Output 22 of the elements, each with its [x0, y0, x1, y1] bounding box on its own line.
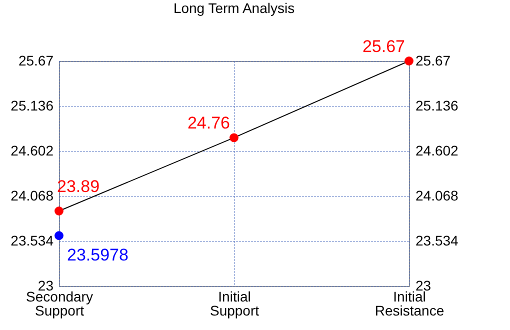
data-label: 23.89: [57, 177, 100, 196]
y2-tick-label: 23.534: [416, 232, 459, 248]
chart-title: Long Term Analysis: [173, 0, 295, 16]
point: [54, 206, 64, 216]
y2-tick-label: 23: [416, 278, 432, 294]
data-label: 25.67: [362, 37, 405, 56]
point: [230, 133, 238, 142]
y2-tick-label: 25.136: [416, 98, 459, 114]
point: [404, 56, 414, 66]
y-tick-label: 24.068: [10, 188, 54, 204]
y2-tick-label: 24.602: [416, 142, 459, 158]
data-label: 24.76: [187, 114, 230, 133]
data-label: 23.5978: [67, 246, 128, 265]
point: [54, 231, 64, 240]
y-tick-label: 23: [38, 278, 54, 294]
y-tick-label: 25.67: [18, 52, 54, 68]
y-tick-label: 24.602: [10, 142, 54, 158]
y2-tick-label: 25.67: [416, 52, 451, 68]
y2-tick-label: 24.068: [416, 188, 459, 204]
y-tick-label: 23.534: [10, 232, 54, 248]
y-tick-label: 25.136: [10, 98, 54, 114]
x-tick-label: Initial Support: [210, 288, 260, 318]
